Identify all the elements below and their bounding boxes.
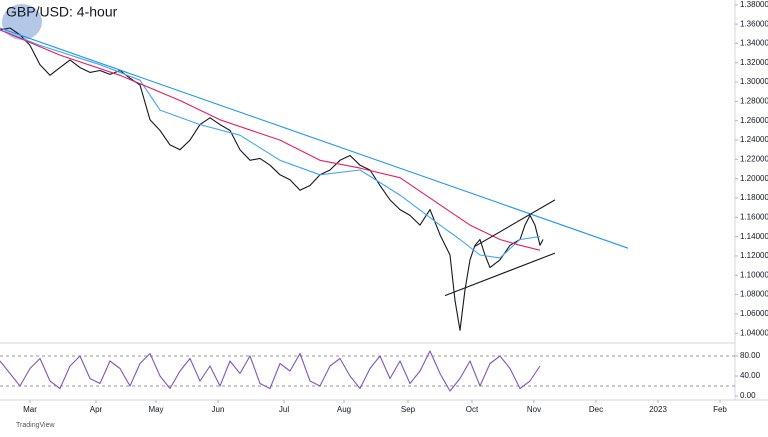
y-tick-label: 1.18000 [740,193,768,202]
y-tick-label: 1.38000 [740,0,768,9]
series-line [444,252,556,297]
chart-title: GBP/USD: 4-hour [6,4,118,20]
x-tick-label: Nov [527,405,541,414]
x-tick-label: Apr [90,405,103,414]
x-tick-label: Feb [713,405,727,414]
series-line [0,29,541,259]
series-line [0,350,541,392]
x-tick-label: Jun [212,405,225,414]
x-tick-label: Mar [23,405,37,414]
y-tick-label: 1.16000 [740,212,768,221]
y-tick-label: 1.24000 [740,135,768,144]
series-line [0,27,629,249]
y-tick-label: 1.08000 [740,290,768,299]
y-tick-label: 1.20000 [740,174,768,183]
y-tick-label: 1.10000 [740,270,768,279]
y-tick-label: 80.00 [740,351,761,360]
y-tick-label: 1.26000 [740,116,768,125]
y-tick-label: 1.30000 [740,77,768,86]
highlight [2,4,42,40]
y-tick-label: 1.32000 [740,58,768,67]
series-line [474,199,556,247]
x-tick-label: Sep [401,405,416,414]
y-tick-label: 1.22000 [740,154,768,163]
y-tick-label: 1.36000 [740,19,768,28]
x-tick-label: Aug [337,405,351,414]
y-tick-label: 40.00 [740,371,761,380]
x-tick-label: Oct [466,405,479,414]
series-line [0,27,544,331]
x-tick-label: Jul [279,405,289,414]
x-tick-label: May [148,405,163,414]
series-line [0,29,541,251]
y-tick-label: 1.34000 [740,39,768,48]
x-tick-label: 2023 [649,405,667,414]
y-tick-label: 1.12000 [740,251,768,260]
y-tick-label: 0.00 [740,391,756,400]
footer: TradingView [16,422,55,429]
y-tick-label: 1.14000 [740,232,768,241]
y-tick-label: 1.28000 [740,97,768,106]
x-tick-label: Dec [589,405,603,414]
y-tick-label: 1.04000 [740,328,768,337]
y-tick-label: 1.06000 [740,309,768,318]
